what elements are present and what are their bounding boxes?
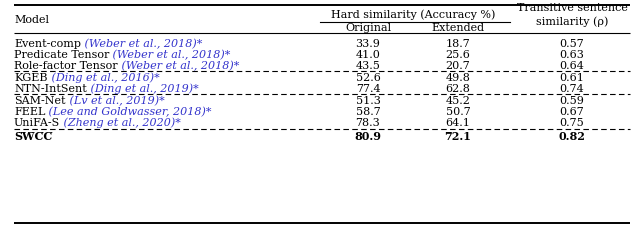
Text: 41.0: 41.0 [356, 50, 380, 60]
Text: 77.4: 77.4 [356, 84, 380, 94]
Text: 43.5: 43.5 [356, 61, 380, 71]
Text: 33.9: 33.9 [356, 39, 380, 49]
Text: Model: Model [14, 15, 49, 25]
Text: (Weber et al., 2018)*: (Weber et al., 2018)* [81, 39, 202, 49]
Text: (Lee and Goldwasser, 2018)*: (Lee and Goldwasser, 2018)* [45, 106, 212, 117]
Text: Event-comp: Event-comp [14, 39, 81, 49]
Text: 25.6: 25.6 [445, 50, 470, 60]
Text: S̅W̅C̅C̅: S̅W̅C̅C̅ [14, 131, 52, 142]
Text: 62.8: 62.8 [445, 84, 470, 94]
Text: SAM-Net: SAM-Net [14, 95, 65, 106]
Text: 78.3: 78.3 [356, 117, 380, 128]
Text: 64.1: 64.1 [445, 117, 470, 128]
Text: 51.3: 51.3 [356, 95, 380, 106]
Text: 50.7: 50.7 [445, 106, 470, 117]
Text: 0.82: 0.82 [559, 131, 586, 142]
Text: 72.1: 72.1 [445, 131, 472, 142]
Text: 0.61: 0.61 [559, 73, 584, 83]
Text: Role-factor Tensor: Role-factor Tensor [14, 61, 118, 71]
Text: KGEB: KGEB [14, 73, 47, 83]
Text: 20.7: 20.7 [445, 61, 470, 71]
Text: Transitive sentence
similarity (ρ): Transitive sentence similarity (ρ) [516, 3, 627, 27]
Text: Hard similarity (Accuracy %): Hard similarity (Accuracy %) [331, 10, 495, 20]
Text: (Ding et al., 2016)*: (Ding et al., 2016)* [47, 72, 159, 83]
Text: Original: Original [345, 23, 391, 33]
Text: 0.59: 0.59 [559, 95, 584, 106]
Text: (Zheng et al., 2020)*: (Zheng et al., 2020)* [60, 117, 181, 128]
Text: Extended: Extended [431, 23, 484, 33]
Text: UniFA-S: UniFA-S [14, 117, 60, 128]
Text: (Ding et al., 2019)*: (Ding et al., 2019)* [87, 83, 198, 94]
Text: 0.64: 0.64 [559, 61, 584, 71]
Text: 0.57: 0.57 [559, 39, 584, 49]
Text: 58.7: 58.7 [356, 106, 380, 117]
Text: (Weber et al., 2018)*: (Weber et al., 2018)* [109, 50, 231, 60]
Text: Predicate Tensor: Predicate Tensor [14, 50, 109, 60]
Text: 0.75: 0.75 [559, 117, 584, 128]
Text: (Weber et al., 2018)*: (Weber et al., 2018)* [118, 60, 239, 71]
Text: 0.74: 0.74 [559, 84, 584, 94]
Text: 18.7: 18.7 [445, 39, 470, 49]
Text: 45.2: 45.2 [445, 95, 470, 106]
Text: FEEL: FEEL [14, 106, 45, 117]
Text: 0.63: 0.63 [559, 50, 584, 60]
Text: NTN-IntSent: NTN-IntSent [14, 84, 87, 94]
Text: 49.8: 49.8 [445, 73, 470, 83]
Text: 52.6: 52.6 [356, 73, 380, 83]
Text: 80.9: 80.9 [355, 131, 381, 142]
Text: (Lv et al., 2019)*: (Lv et al., 2019)* [65, 95, 164, 106]
Text: 0.67: 0.67 [559, 106, 584, 117]
